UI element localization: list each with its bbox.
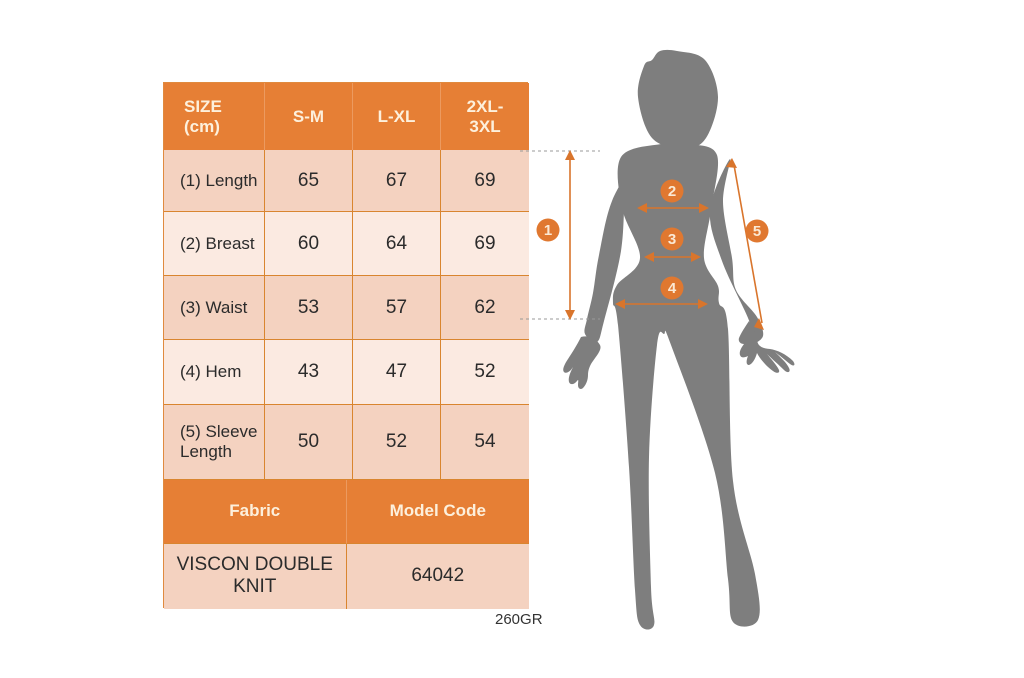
svg-text:1: 1 [544, 222, 552, 239]
svg-text:3: 3 [668, 231, 676, 248]
svg-text:4: 4 [668, 280, 677, 297]
svg-text:5: 5 [753, 223, 761, 240]
svg-text:2: 2 [668, 183, 676, 200]
